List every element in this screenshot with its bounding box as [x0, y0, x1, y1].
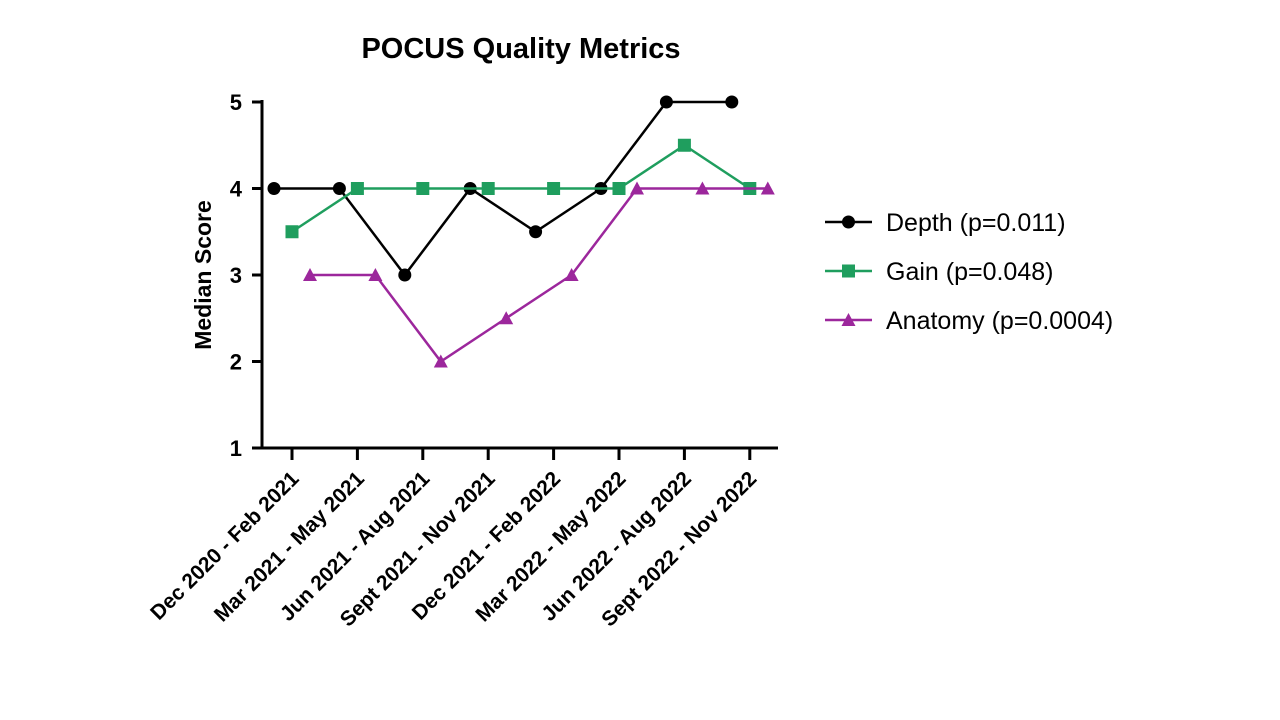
- data-point: [267, 182, 281, 195]
- legend-marker: [841, 313, 856, 326]
- series-line: [274, 100, 732, 278]
- series-square: [285, 138, 757, 239]
- data-point: [285, 225, 299, 239]
- data-point: [659, 95, 673, 109]
- legend-item: Anatomy (p=0.0004): [825, 307, 1113, 335]
- series-layer: [267, 95, 775, 368]
- y-axis-label: Median Score: [190, 200, 216, 350]
- legend: Depth (p=0.011) Gain (p=0.048) Anatomy (p=…: [825, 209, 1113, 335]
- data-point: [630, 181, 644, 195]
- data-point: [725, 95, 739, 109]
- series-triangle: [303, 181, 775, 368]
- legend-item: Gain (p=0.048): [825, 258, 1053, 286]
- data-point: [350, 182, 364, 195]
- legend-item: Depth (p=0.011): [825, 209, 1066, 237]
- data-point: [695, 181, 710, 195]
- y-tick-label: 2: [230, 350, 242, 375]
- legend-label: Depth (p=0.011): [886, 209, 1066, 237]
- legend-label: Gain (p=0.048): [886, 258, 1053, 286]
- legend-marker: [842, 215, 855, 229]
- legend-marker: [842, 264, 855, 278]
- data-point: [564, 268, 579, 281]
- data-point: [529, 225, 543, 239]
- data-point: [612, 182, 626, 195]
- data-point: [433, 354, 448, 368]
- chart-title: POCUS Quality Metrics: [361, 33, 680, 65]
- data-point: [368, 268, 383, 281]
- y-axis-ticks: 1 2 3 4 5: [230, 90, 262, 461]
- series-line: [310, 187, 768, 364]
- y-tick-label: 5: [230, 90, 242, 115]
- data-point: [499, 311, 514, 325]
- data-point: [547, 182, 561, 195]
- data-point: [303, 268, 317, 281]
- data-point: [398, 268, 412, 282]
- y-tick-label: 3: [230, 263, 242, 288]
- data-point: [332, 182, 346, 195]
- data-point: [677, 138, 691, 152]
- data-point: [416, 182, 430, 195]
- data-point: [760, 181, 775, 195]
- series-line: [291, 143, 751, 233]
- data-point: [481, 182, 495, 195]
- y-tick-label: 4: [230, 177, 243, 202]
- legend-label: Anatomy (p=0.0004): [886, 307, 1113, 335]
- series-circle: [267, 95, 739, 282]
- y-tick-label: 1: [230, 436, 242, 461]
